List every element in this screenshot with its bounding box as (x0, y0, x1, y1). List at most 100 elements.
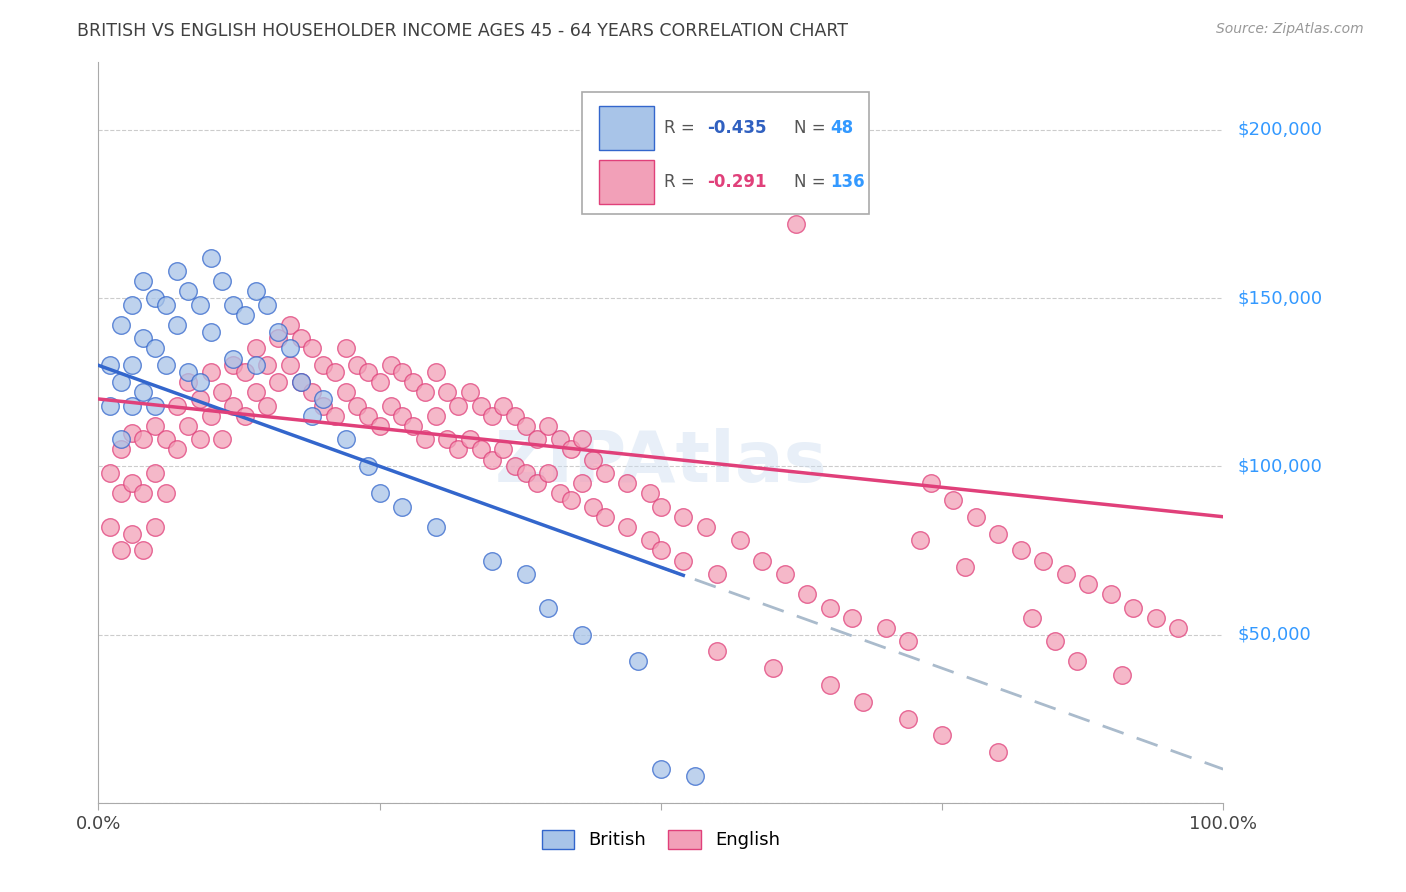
Point (582, 500, 605, 514)
Point (785, 217, 807, 231)
Point (267, 375, 290, 389)
Text: $100,000: $100,000 (1237, 458, 1322, 475)
Point (132, 274, 155, 288)
Point (458, 385, 481, 400)
Point (200, 251, 222, 265)
Point (425, 520, 447, 534)
Point (593, 466, 616, 480)
Point (931, 729, 953, 743)
Point (368, 375, 391, 389)
Point (391, 500, 413, 514)
Point (481, 553, 503, 567)
Point (166, 318, 188, 332)
Point (695, 196, 717, 211)
Point (672, 553, 695, 567)
Text: $150,000: $150,000 (1237, 289, 1322, 307)
Point (132, 385, 155, 400)
Point (436, 433, 458, 447)
Point (245, 285, 267, 299)
Point (222, 359, 245, 373)
Point (1021, 610, 1043, 624)
Point (278, 318, 301, 332)
Point (200, 365, 222, 379)
Point (503, 459, 526, 474)
Point (458, 433, 481, 447)
Point (875, 621, 897, 635)
FancyBboxPatch shape (599, 160, 654, 203)
Point (143, 466, 166, 480)
Point (346, 359, 368, 373)
Point (121, 298, 143, 312)
Point (683, 769, 706, 783)
Point (188, 298, 211, 312)
Point (1077, 577, 1099, 591)
Point (953, 560, 976, 574)
Point (301, 409, 323, 423)
Point (312, 392, 335, 406)
Point (1099, 587, 1122, 601)
Point (177, 285, 200, 299)
Point (155, 298, 177, 312)
Point (537, 600, 560, 615)
Point (391, 365, 413, 379)
Point (368, 486, 391, 500)
Point (200, 409, 222, 423)
Point (470, 442, 492, 457)
Point (301, 342, 323, 356)
Point (166, 264, 188, 278)
Point (773, 566, 796, 581)
Point (515, 566, 537, 581)
Point (290, 331, 312, 345)
Point (121, 476, 143, 491)
Point (335, 433, 357, 447)
Point (380, 359, 402, 373)
Point (267, 331, 290, 345)
Point (245, 342, 267, 356)
Point (245, 385, 267, 400)
Point (1043, 634, 1066, 648)
Point (447, 442, 470, 457)
Point (166, 399, 188, 413)
Point (278, 359, 301, 373)
Point (638, 486, 661, 500)
Point (942, 492, 965, 507)
Point (436, 385, 458, 400)
Point (638, 533, 661, 548)
Point (1010, 543, 1032, 558)
Point (751, 553, 773, 567)
Point (278, 342, 301, 356)
Point (188, 375, 211, 389)
Point (177, 418, 200, 433)
Point (110, 375, 132, 389)
Point (323, 365, 346, 379)
Point (368, 418, 391, 433)
Point (245, 359, 267, 373)
Text: R =: R = (664, 119, 700, 136)
Point (1167, 621, 1189, 635)
Point (908, 533, 931, 548)
Point (98, 359, 121, 373)
Text: -0.435: -0.435 (707, 119, 766, 136)
Point (391, 409, 413, 423)
Point (841, 610, 863, 624)
Point (143, 520, 166, 534)
Point (728, 533, 751, 548)
Point (312, 359, 335, 373)
Point (357, 409, 380, 423)
Point (143, 399, 166, 413)
Point (222, 298, 245, 312)
Point (233, 409, 256, 423)
Point (301, 385, 323, 400)
Point (143, 291, 166, 305)
Point (616, 476, 638, 491)
Point (110, 318, 132, 332)
Point (143, 342, 166, 356)
Point (762, 661, 785, 675)
Text: R =: R = (664, 173, 700, 191)
Point (335, 342, 357, 356)
Point (897, 712, 920, 726)
Point (548, 433, 571, 447)
Point (447, 399, 470, 413)
Point (987, 526, 1010, 541)
Point (616, 520, 638, 534)
